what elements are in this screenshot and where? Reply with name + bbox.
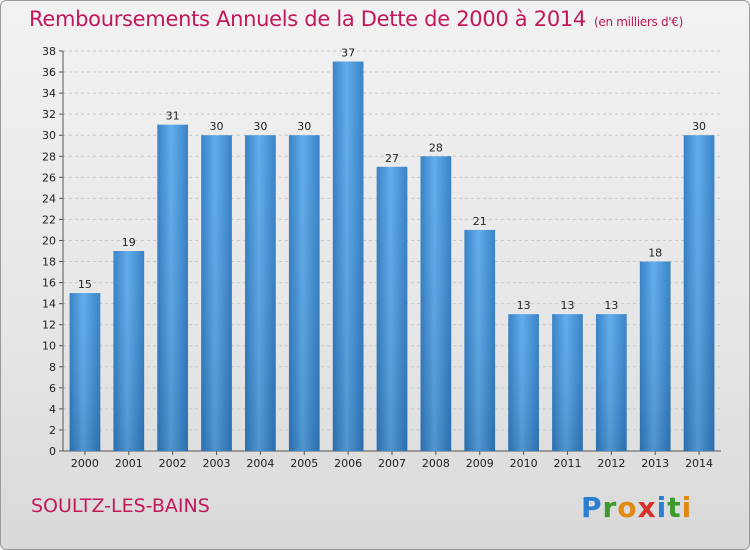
- x-tick-label-2009: 2009: [466, 457, 494, 470]
- x-tick-label-2014: 2014: [685, 457, 713, 470]
- y-tick-label: 4: [49, 403, 56, 416]
- x-tick-label-2004: 2004: [246, 457, 274, 470]
- y-tick-label: 6: [49, 382, 56, 395]
- y-tick-label: 18: [42, 256, 56, 269]
- y-tick-label: 14: [42, 298, 56, 311]
- label-layer: 15 19 31 30 30 30 37 27 28 21 13 13 13 18 30: [78, 47, 706, 313]
- chart-title-text: Remboursements Annuels de la Dette de 20…: [29, 7, 586, 31]
- x-tick-label-2013: 2013: [641, 457, 669, 470]
- value-label-2012: 13: [604, 299, 618, 312]
- y-tick-label: 0: [49, 445, 56, 458]
- y-tick-label: 26: [42, 171, 56, 184]
- x-tick-label-2000: 2000: [71, 457, 99, 470]
- value-label-2011: 13: [560, 299, 574, 312]
- bar-shade-2014: [683, 135, 715, 452]
- bar-shade-2011: [552, 314, 583, 451]
- bar-shade-2005: [288, 135, 320, 452]
- chart-title: Remboursements Annuels de la Dette de 20…: [29, 7, 683, 31]
- y-tick-label: 22: [42, 213, 56, 226]
- y-tick-label: 34: [42, 87, 56, 100]
- y-tick-label: 28: [42, 150, 56, 163]
- x-tick-label-2003: 2003: [203, 457, 231, 470]
- x-tick-label-2001: 2001: [115, 457, 143, 470]
- bar-shade-2013: [639, 261, 671, 451]
- y-tick-label: 12: [42, 319, 56, 332]
- bar-shade-2002: [157, 124, 189, 452]
- bar-shade-2012: [595, 314, 627, 451]
- bar-shade-2008: [420, 156, 452, 451]
- bar-shade-2003: [201, 135, 232, 452]
- bar-shade-2010: [508, 314, 539, 451]
- proxiti-logo: Proxiti: [581, 491, 693, 524]
- y-tick-label: 38: [42, 45, 56, 58]
- bar-shade-2004: [245, 135, 276, 452]
- value-label-2009: 21: [473, 215, 487, 228]
- y-tick-label: 32: [42, 108, 56, 121]
- value-label-2007: 27: [385, 152, 399, 165]
- x-tick-label-2010: 2010: [510, 457, 538, 470]
- value-label-2008: 28: [429, 141, 443, 154]
- value-label-2000: 15: [78, 278, 92, 291]
- y-tick-label: 20: [42, 234, 56, 247]
- x-tick-label-2012: 2012: [597, 457, 625, 470]
- x-tick-label-2005: 2005: [290, 457, 318, 470]
- chart-subtitle: (en milliers d'€): [594, 15, 684, 29]
- value-label-2002: 31: [166, 110, 180, 123]
- bar-shade-2006: [332, 61, 364, 452]
- value-label-2001: 19: [122, 236, 136, 249]
- y-tick-label: 10: [42, 340, 56, 353]
- value-label-2003: 30: [210, 120, 224, 133]
- y-tick-label: 24: [42, 192, 56, 205]
- x-tick-label-2006: 2006: [334, 457, 362, 470]
- bar-layer: [69, 61, 715, 452]
- x-tick-label-2002: 2002: [159, 457, 187, 470]
- x-tick-label-2008: 2008: [422, 457, 450, 470]
- value-label-2014: 30: [692, 120, 706, 133]
- y-tick-label: 8: [49, 361, 56, 374]
- value-label-2006: 37: [341, 47, 355, 60]
- bar-shade-2007: [376, 166, 408, 451]
- bar-shade-2001: [113, 251, 145, 451]
- x-tick-label-2011: 2011: [553, 457, 581, 470]
- value-label-2010: 13: [517, 299, 531, 312]
- bar-shade-2009: [464, 229, 496, 451]
- value-label-2004: 30: [253, 120, 267, 133]
- town-name: SOULTZ-LES-BAINS: [31, 495, 210, 517]
- y-tick-label: 36: [42, 66, 56, 79]
- x-tick-label-2007: 2007: [378, 457, 406, 470]
- value-label-2005: 30: [297, 120, 311, 133]
- bar-shade-2000: [69, 293, 101, 451]
- y-tick-label: 30: [42, 129, 56, 142]
- y-tick-label: 2: [49, 424, 56, 437]
- y-tick-label: 16: [42, 277, 56, 290]
- value-label-2013: 18: [648, 247, 662, 260]
